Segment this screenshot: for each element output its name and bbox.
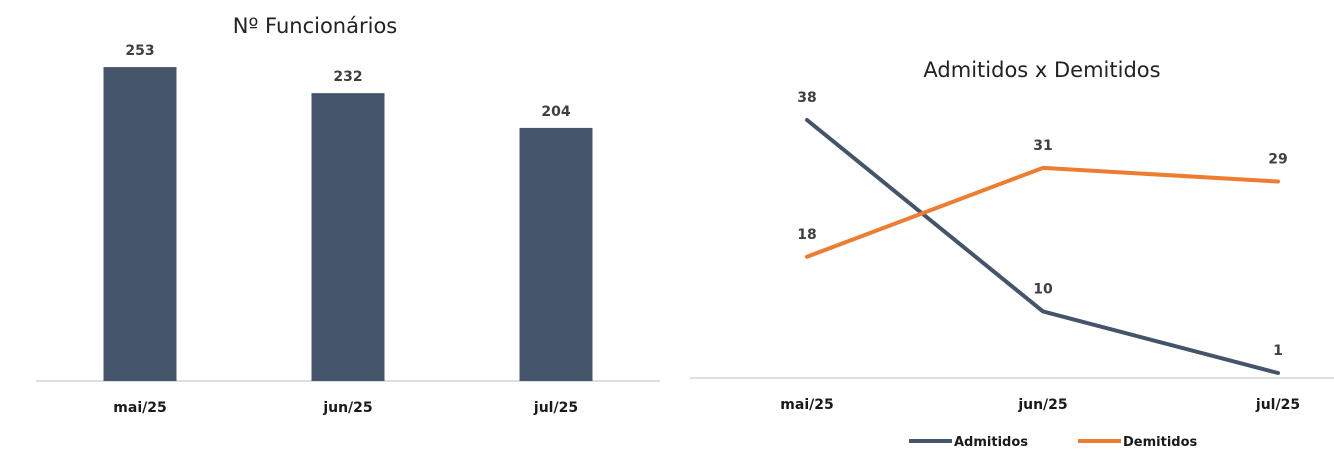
legend-label-admitidos: Admitidos (954, 435, 1028, 449)
bar-x-tick-label: jul/25 (533, 400, 578, 416)
bar-x-tick-label: mai/25 (113, 400, 166, 416)
bar-chart-title: Nº Funcionários (233, 14, 398, 38)
bar-jun-25 (311, 93, 385, 382)
legend-label-demitidos: Demitidos (1123, 435, 1198, 449)
line-chart-legend: Admitidos Demitidos (909, 435, 1198, 449)
line-data-label-admitidos: 1 (1273, 343, 1283, 359)
line-data-label-admitidos: 10 (1033, 281, 1053, 297)
bar-data-label: 232 (333, 69, 362, 85)
line-data-label-demitidos: 29 (1268, 152, 1287, 168)
bar-data-label: 253 (125, 43, 154, 59)
series-line-demitidos (805, 165, 1280, 259)
line-data-label-admitidos: 38 (797, 90, 816, 106)
bar-jul-25 (519, 127, 593, 381)
line-x-tick-label: jul/25 (1255, 397, 1300, 413)
line-x-tick-label: jun/25 (1017, 397, 1067, 413)
bar-mai-25 (103, 67, 177, 381)
line-chart-title: Admitidos x Demitidos (923, 58, 1160, 82)
bar-x-tick-label: jun/25 (322, 400, 372, 416)
hires-vs-terminations-line-chart: Admitidos x Demitidos 38 10 1 18 31 29 mai/25 j… (690, 58, 1334, 449)
series-line-admitidos (805, 118, 1280, 375)
line-data-label-demitidos: 31 (1033, 138, 1052, 154)
line-data-label-demitidos: 18 (797, 227, 816, 243)
line-x-tick-label: mai/25 (780, 397, 833, 413)
employees-bar-chart: Nº Funcionários 253 mai/25 232 jun/25 204 jul… (36, 14, 660, 416)
bar-data-label: 204 (541, 104, 570, 120)
